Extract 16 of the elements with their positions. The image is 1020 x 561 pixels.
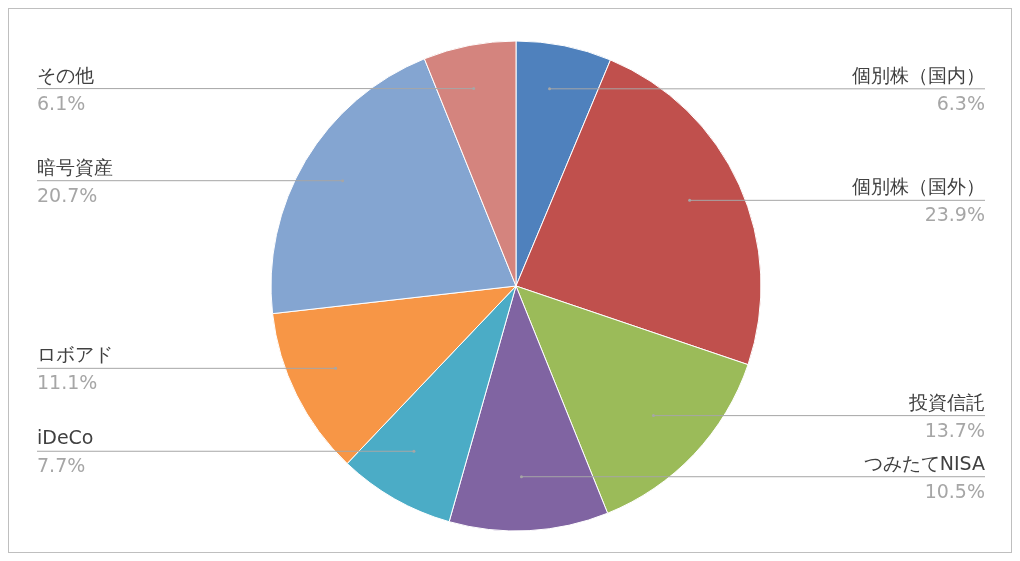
slice-label: ロボアド (37, 343, 113, 366)
slice-label: 暗号資産 (37, 155, 113, 178)
slice-label: その他 (37, 63, 94, 86)
slice-label: 個別株（国外） (852, 175, 985, 198)
slice-label: 投資信託 (908, 390, 985, 413)
data-label: 6.1% (37, 91, 86, 114)
data-label: 13.7% (924, 418, 985, 441)
data-label: 23.9% (924, 203, 985, 226)
data-label: 11.1% (37, 371, 98, 394)
data-label: 7.7% (37, 454, 86, 477)
slice-label: 個別株（国内） (852, 63, 985, 86)
data-label: 20.7% (37, 183, 98, 206)
data-label: 10.5% (924, 479, 985, 502)
slice-label: つみたてNISA (863, 451, 985, 474)
slice-label: iDeCo (37, 426, 94, 449)
data-label: 6.3% (936, 91, 985, 114)
